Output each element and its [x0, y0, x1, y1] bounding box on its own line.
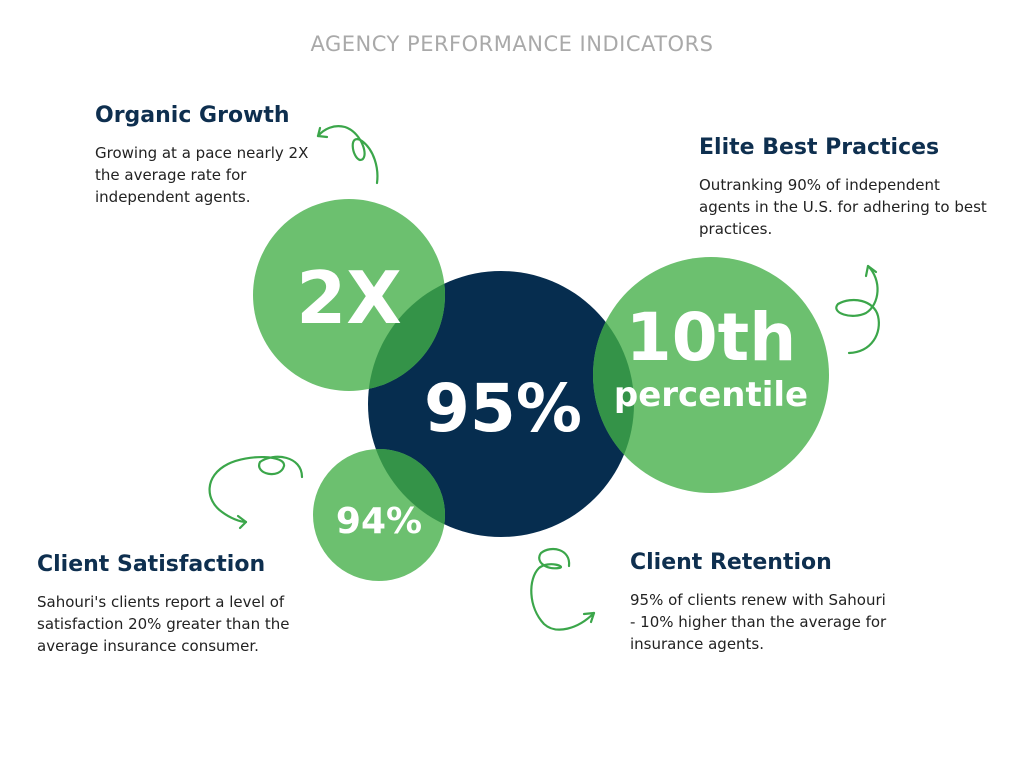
satisfaction-value: 94% [336, 501, 422, 542]
growth-value: 2X [296, 256, 402, 340]
organic-growth-text: Growing at a pace nearly 2X the average … [95, 144, 309, 206]
elite-best-practices-block: Elite Best Practices Outranking 90% of i… [699, 135, 989, 240]
practices-value: 10th [626, 299, 796, 376]
page-title: AGENCY PERFORMANCE INDICATORS [310, 32, 714, 56]
client-satisfaction-block: Client Satisfaction Sahouri's clients re… [37, 552, 327, 657]
squiggle-arrow-icon-practices [835, 264, 880, 355]
practices-circle [593, 257, 829, 493]
client-retention-heading: Client Retention [630, 550, 832, 575]
elite-best-practices-text: Outranking 90% of independent agents in … [699, 176, 987, 238]
client-retention-text: 95% of clients renew with Sahouri - 10% … [630, 591, 887, 653]
squiggle-arrow-icon-growth [316, 125, 379, 185]
client-satisfaction-text: Sahouri's clients report a level of sati… [37, 593, 290, 655]
organic-growth-heading: Organic Growth [95, 103, 290, 128]
organic-growth-block: Organic Growth Growing at a pace nearly … [95, 103, 325, 208]
squiggle-arrow-icon-retention [530, 548, 596, 631]
elite-best-practices-heading: Elite Best Practices [699, 135, 940, 160]
client-retention-block: Client Retention 95% of clients renew wi… [630, 550, 890, 655]
client-satisfaction-heading: Client Satisfaction [37, 552, 266, 577]
overlap-growth [368, 271, 445, 391]
retention-value: 95% [424, 370, 582, 447]
practices-label: percentile [614, 375, 808, 415]
squiggle-arrow-icon-satisfaction [208, 455, 304, 530]
